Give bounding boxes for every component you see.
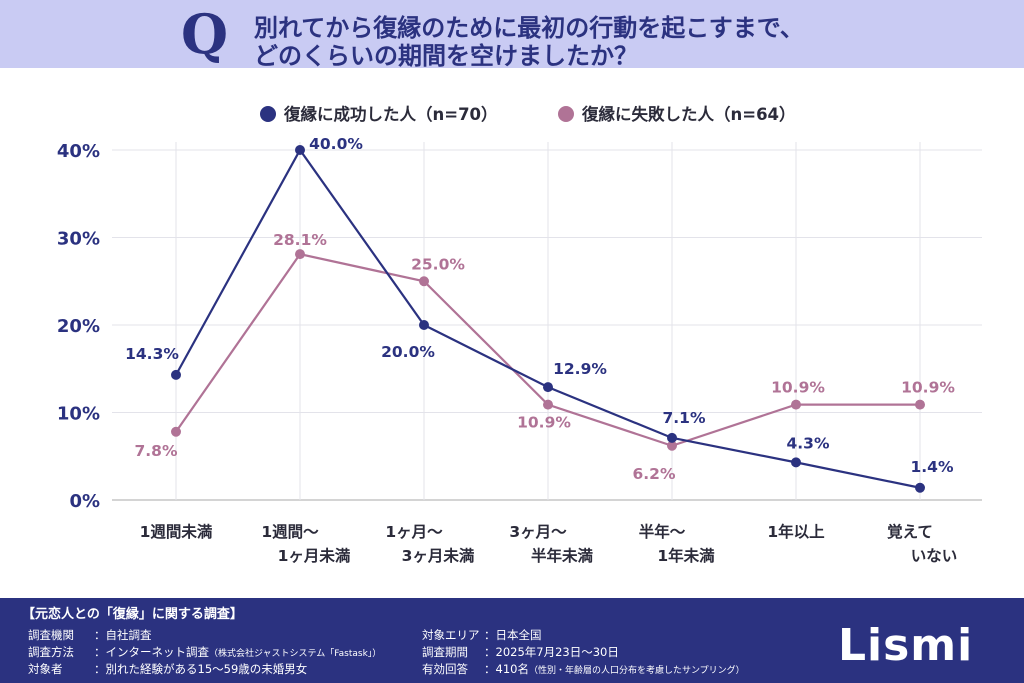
legend-marker	[260, 106, 276, 122]
footer-value: ：別れた経験がある15〜59歳の未婚男女	[94, 662, 308, 676]
data-label: 40.0%	[309, 135, 363, 153]
data-point	[419, 276, 429, 287]
data-label: 10.9%	[517, 414, 571, 432]
chart-grid	[112, 142, 982, 501]
data-point	[791, 457, 801, 468]
footer-value: ：410名（性別・年齢層の人口分布を考慮したサンプリング）	[484, 662, 745, 676]
y-tick-label: 20%	[57, 316, 100, 337]
x-tick-label: 半年〜	[639, 522, 686, 541]
data-label: 12.9%	[553, 360, 607, 378]
x-tick-label: 3ヶ月未満	[402, 546, 475, 565]
data-point	[667, 440, 677, 451]
data-label: 10.9%	[901, 379, 955, 397]
data-label: 6.2%	[633, 465, 676, 483]
chart-series	[171, 145, 925, 493]
question-line-1: 別れてから復縁のために最初の行動を起こすまで、	[254, 14, 804, 42]
data-point	[543, 382, 553, 393]
data-labels: 14.3% 40.0% 20.0% 12.9% 7.1% 4.3% 1.4% 7.8% 28.1…	[125, 135, 955, 483]
x-tick-label: いない	[911, 547, 958, 565]
x-tick-label: 1ヶ月未満	[278, 546, 351, 565]
x-axis: 1週間未満 1週間〜 1ヶ月未満 1ヶ月〜 3ヶ月未満 3ヶ月〜半年未満 半年〜 1年未満 1年…	[140, 522, 958, 565]
footer-value: ：日本全国	[484, 628, 542, 642]
question-line-2: どのくらいの期間を空けましたか？	[254, 42, 638, 70]
footer-label: 調査期間	[422, 645, 468, 659]
line-chart: 復縁に成功した人（n=70） 復縁に失敗した人（n=64） 0% 10% 20% 30%…	[57, 104, 982, 565]
data-label: 1.4%	[911, 458, 954, 476]
x-tick-label: 3ヶ月〜	[509, 523, 567, 541]
data-label: 25.0%	[411, 255, 465, 273]
footer-label: 調査方法	[28, 645, 74, 659]
x-tick-label: 覚えて	[887, 522, 933, 541]
data-point	[295, 145, 305, 155]
data-point	[171, 426, 181, 437]
data-label: 7.1%	[663, 409, 706, 427]
y-axis: 0% 10% 20% 30% 40%	[57, 141, 100, 512]
x-tick-label: 半年未満	[531, 546, 594, 565]
data-point	[171, 369, 181, 380]
data-point	[543, 399, 553, 410]
footer-value: ：インターネット調査（株式会社ジャストシステム「Fastask」）	[94, 645, 382, 659]
x-tick-label: 1ヶ月〜	[385, 523, 443, 541]
footer-value: ：2025年7月23日〜30日	[484, 645, 619, 659]
footer-label: 調査機関	[28, 628, 74, 642]
y-tick-label: 0%	[69, 491, 100, 512]
data-label: 14.3%	[125, 345, 179, 363]
footer-label: 対象者	[28, 662, 63, 676]
legend-label: 復縁に失敗した人（n=64）	[581, 104, 796, 124]
data-label: 7.8%	[135, 442, 178, 460]
data-point	[667, 432, 677, 443]
legend-label: 復縁に成功した人（n=70）	[283, 104, 498, 124]
x-tick-label: 1年未満	[657, 546, 715, 565]
data-label: 10.9%	[771, 379, 825, 397]
legend-marker	[558, 106, 574, 122]
survey-title: 【元恋人との「復縁」に関する調査】	[22, 607, 243, 622]
x-tick-label: 1週間〜	[261, 523, 319, 541]
x-tick-label: 1年以上	[767, 522, 825, 541]
footer-label: 対象エリア	[422, 628, 480, 642]
data-point	[915, 482, 925, 493]
data-label: 4.3%	[787, 434, 830, 452]
data-point	[915, 399, 925, 410]
question-header: Q 別れてから復縁のために最初の行動を起こすまで、 どのくらいの期間を空けました…	[0, 0, 1024, 70]
data-label: 20.0%	[381, 343, 435, 361]
y-tick-label: 10%	[57, 404, 100, 425]
data-label: 28.1%	[273, 231, 327, 249]
data-point	[419, 320, 429, 330]
question-q-mark: Q	[181, 2, 229, 66]
lismi-logo: Lismi	[838, 620, 974, 671]
footer-value: ：自社調査	[94, 628, 152, 642]
footer-label: 有効回答	[422, 662, 468, 676]
y-tick-label: 40%	[57, 141, 100, 162]
data-point	[791, 399, 801, 410]
data-point	[295, 249, 305, 260]
y-tick-label: 30%	[57, 229, 100, 250]
chart-legend: 復縁に成功した人（n=70） 復縁に失敗した人（n=64）	[260, 104, 796, 124]
survey-footer: 【元恋人との「復縁」に関する調査】 調査機関 ：自社調査 調査方法 ：インターネ…	[0, 598, 1024, 683]
x-tick-label: 1週間未満	[140, 522, 213, 541]
